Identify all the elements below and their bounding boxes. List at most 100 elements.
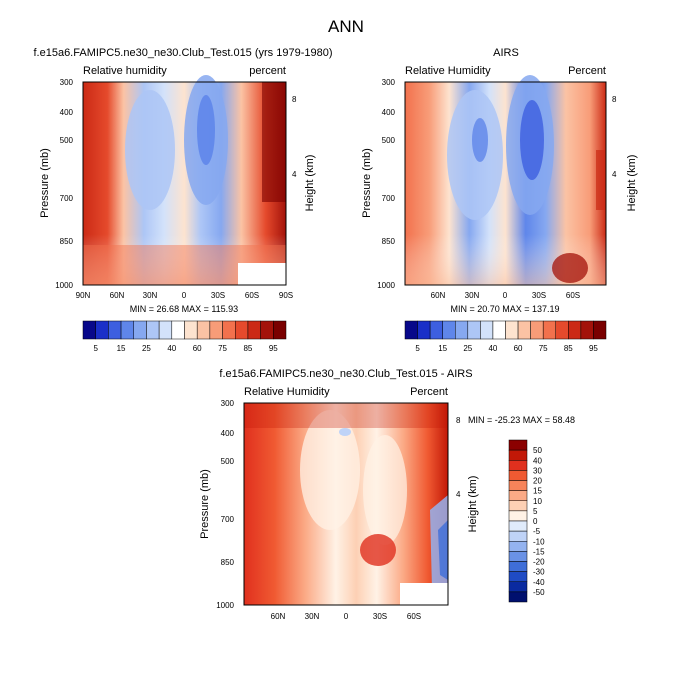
panel-title: f.e15a6.FAMIPC5.ne30_ne30.Club_Test.015 … xyxy=(33,47,332,59)
colorbar-label: 5 xyxy=(93,344,98,353)
tick-label: 300 xyxy=(60,78,74,87)
colorbar-swatch xyxy=(184,320,198,340)
tick-label: 30N xyxy=(465,291,480,300)
panel-left-label: Relative humidity xyxy=(83,65,167,77)
colorbar-label: 20 xyxy=(533,477,542,486)
colorbar-label: 10 xyxy=(533,497,542,506)
plot-frame xyxy=(82,81,287,286)
colorbar-label: 40 xyxy=(533,456,542,465)
colorbar-swatch xyxy=(508,439,528,451)
tick-label: 0 xyxy=(503,291,508,300)
panel-left-label: Relative Humidity xyxy=(244,386,330,398)
tick-label: 60N xyxy=(431,291,446,300)
tick-label: 850 xyxy=(60,237,74,246)
min-max-stats: MIN = 20.70 MAX = 137.19 xyxy=(450,304,559,314)
tick-label: 850 xyxy=(382,237,396,246)
tick-label: 0 xyxy=(182,291,187,300)
colorbar-label: 60 xyxy=(514,344,523,353)
colorbar-label: -5 xyxy=(533,527,541,536)
colorbar-swatch xyxy=(580,320,594,340)
colorbar-swatch xyxy=(508,581,528,593)
pressure-tick-labels: 300 400 500 700 850 1000 xyxy=(216,399,234,610)
colorbar-label: 95 xyxy=(589,344,598,353)
colorbar-swatch xyxy=(508,470,528,481)
colorbar-label: 5 xyxy=(415,344,420,353)
colorbar-label: 40 xyxy=(167,344,176,353)
colorbar-label: 15 xyxy=(533,487,542,496)
colorbar-swatch xyxy=(508,571,528,582)
tick-label: 60N xyxy=(271,612,286,621)
colorbar-label: 85 xyxy=(564,344,573,353)
colorbar-label: 15 xyxy=(117,344,126,353)
y2-axis-label: Height (km) xyxy=(304,155,316,212)
contour-field xyxy=(244,403,448,605)
colorbar-label: 85 xyxy=(243,344,252,353)
tick-label: 300 xyxy=(221,399,235,408)
pressure-tick-labels: 300 400 500 700 850 1000 xyxy=(377,78,395,290)
lat-tick-labels: 60N 30N 0 30S 60S xyxy=(271,612,421,621)
lat-tick-labels: 60N 30N 0 30S 60S xyxy=(431,291,580,300)
colorbar-rh-left: 5 15 25 40 60 75 85 95 xyxy=(82,320,287,353)
colorbar-swatch xyxy=(158,320,173,340)
colorbar-label: -40 xyxy=(533,578,545,587)
tick-label: 400 xyxy=(221,429,235,438)
tick-label: 700 xyxy=(60,194,74,203)
colorbar-swatch xyxy=(508,561,528,572)
tick-label: 400 xyxy=(382,108,396,117)
colorbar-label: 75 xyxy=(218,344,227,353)
height-tick-label: 8 xyxy=(456,416,461,425)
y-axis-label: Pressure (mb) xyxy=(361,148,373,218)
colorbar-swatch xyxy=(429,320,443,340)
colorbar-swatch xyxy=(508,551,528,562)
colorbar-swatch xyxy=(480,320,494,340)
colorbar-swatch xyxy=(505,320,519,340)
tick-label: 400 xyxy=(60,108,74,117)
colorbar-label: 25 xyxy=(463,344,472,353)
plot-frame xyxy=(243,402,449,606)
colorbar-swatch xyxy=(492,320,506,340)
colorbar-label: -50 xyxy=(533,588,545,597)
colorbar-swatch xyxy=(508,490,528,501)
tick-label: 60S xyxy=(245,291,259,300)
colorbar-swatch xyxy=(593,320,607,340)
panel-top-left: f.e15a6.FAMIPC5.ne30_ne30.Club_Test.015 … xyxy=(33,47,332,353)
colorbar-swatch xyxy=(508,449,528,461)
contour-field xyxy=(83,75,286,285)
tick-label: 700 xyxy=(382,194,396,203)
tick-label: 30N xyxy=(305,612,320,621)
tick-label: 1000 xyxy=(55,281,73,290)
colorbar-swatch xyxy=(146,320,160,340)
tick-label: 30S xyxy=(532,291,546,300)
height-tick-label: 8 xyxy=(292,95,297,104)
colorbar-swatch xyxy=(171,320,185,340)
height-tick-label: 8 xyxy=(612,95,617,104)
colorbar-swatch xyxy=(442,320,456,340)
colorbar-label: 95 xyxy=(269,344,278,353)
colorbar-swatch xyxy=(555,320,569,340)
colorbar-swatch xyxy=(209,320,223,340)
colorbar-label: 15 xyxy=(438,344,447,353)
tick-label: 30S xyxy=(211,291,225,300)
colorbar-rh-right: 5 15 25 40 60 75 85 95 xyxy=(404,320,607,353)
colorbar-swatch xyxy=(273,320,287,340)
colorbar-swatch xyxy=(417,320,431,340)
tick-label: 90N xyxy=(76,291,91,300)
tick-label: 1000 xyxy=(377,281,395,290)
colorbar-swatch xyxy=(508,510,528,522)
colorbar-swatch xyxy=(508,541,528,552)
colorbar-swatch xyxy=(404,320,418,340)
colorbar-label: 60 xyxy=(193,344,202,353)
tick-label: 500 xyxy=(221,457,235,466)
panel-top-right: AIRS Relative Humidity Percent 300 400 5… xyxy=(361,47,638,353)
min-max-stats: MIN = 26.68 MAX = 115.93 xyxy=(130,304,238,314)
tick-label: 700 xyxy=(221,515,235,524)
tick-label: 500 xyxy=(382,136,396,145)
tick-label: 60S xyxy=(407,612,421,621)
colorbar-label: 40 xyxy=(488,344,497,353)
colorbar-swatch xyxy=(82,320,96,340)
colorbar-swatch xyxy=(517,320,531,340)
colorbar-swatch xyxy=(235,320,249,340)
height-tick-label: 4 xyxy=(612,170,617,179)
